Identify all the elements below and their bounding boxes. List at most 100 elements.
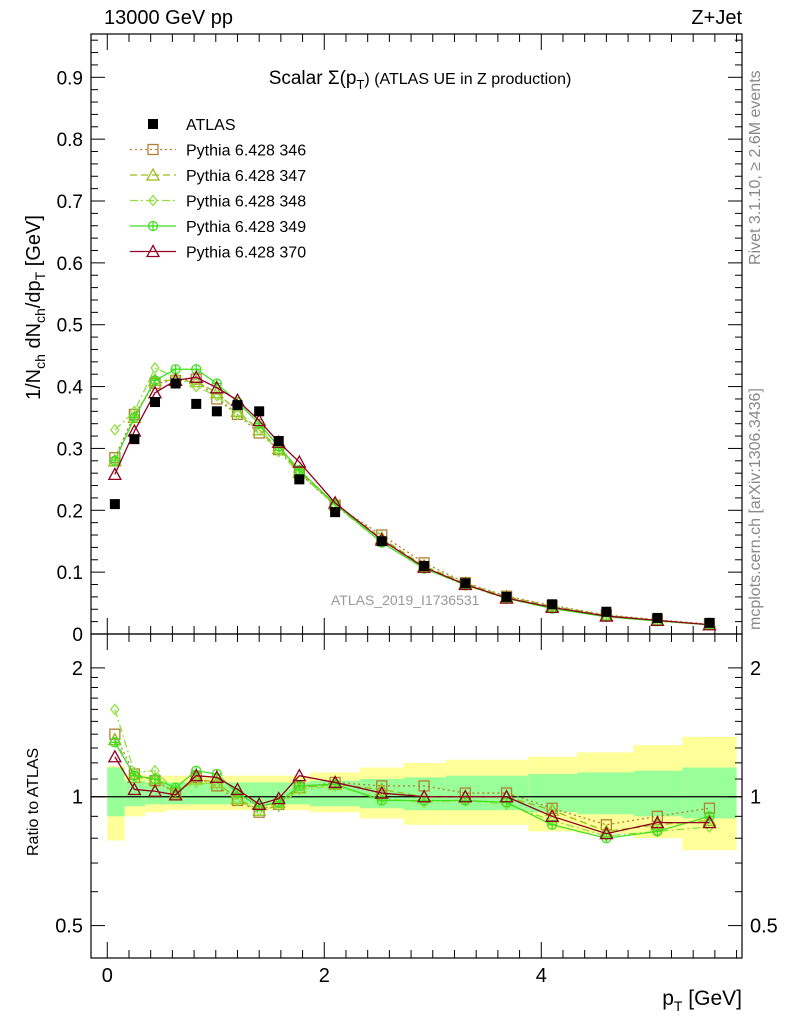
header-left: 13000 GeV pp <box>104 7 233 29</box>
ratio-point-pythia-6-428-349 <box>129 770 140 781</box>
ratio-point-pythia-6-428-346 <box>376 780 388 792</box>
main-point-atlas <box>419 560 430 571</box>
band-green <box>107 767 125 817</box>
main-ytick-label: 0.7 <box>57 192 83 213</box>
band-green <box>577 772 634 815</box>
ticks: 0 0.1 0.2 0.3 0.4 0.5 0.6 0.7 0.8 0.9 0 2 4 0.5 0.5 1 1 2… <box>55 34 778 987</box>
legend-marker-pythia-6-428-347 <box>145 167 161 181</box>
main-point-pythia-6-428-370 <box>107 467 122 481</box>
legend-marker-pythia-6-428-349 <box>147 220 159 232</box>
main-point-pythia-6-428-348 <box>212 389 222 402</box>
ratio-ylabel: Ratio to ATLAS <box>25 748 42 856</box>
band-green <box>145 782 166 805</box>
main-point-pythia-6-428-348 <box>254 423 265 436</box>
main-line-pythia-6-428-348 <box>114 367 710 626</box>
ratio-ytick-label-right: 0.5 <box>750 916 778 938</box>
chart-title: Scalar Σ(pT) (ATLAS UE in Z production) <box>269 68 572 92</box>
main-ytick-label: 0.1 <box>57 563 83 584</box>
x-axis-label: pT [GeV] <box>662 987 742 1014</box>
main-ylabel: 1/Nch dNch/dpT [GeV] <box>23 215 48 400</box>
rivet-label: Rivet 3.1.10, ≥ 2.6M events <box>747 70 764 265</box>
main-point-pythia-6-428-346 <box>211 393 223 405</box>
ratio-point-pythia-6-428-370 <box>458 789 473 803</box>
main-point-pythia-6-428-370 <box>292 454 307 468</box>
xtick-label: 0 <box>102 965 113 987</box>
legend-marker-pythia-6-428-348 <box>148 194 158 207</box>
main-point-pythia-6-428-370 <box>209 380 224 394</box>
ratio-point-pythia-6-428-370 <box>292 768 307 782</box>
xtick-label: 4 <box>536 965 547 987</box>
main-ytick-label: 0.8 <box>57 130 83 151</box>
ratio-point-pythia-6-428-349 <box>109 737 121 748</box>
ratio-point-pythia-6-428-349 <box>294 780 305 792</box>
main-point-pythia-6-428-370 <box>189 369 204 383</box>
ratio-point-pythia-6-428-370 <box>209 769 224 783</box>
main-point-pythia-6-428-349 <box>170 364 181 375</box>
ratio-point-pythia-6-428-370 <box>374 785 389 799</box>
main-point-pythia-6-428-348 <box>191 380 202 393</box>
main-point-pythia-6-428-347 <box>271 441 286 455</box>
main-point-atlas <box>330 507 341 518</box>
main-point-atlas <box>273 436 284 447</box>
ratio-point-pythia-6-428-370 <box>230 782 245 796</box>
main-point-atlas <box>601 606 612 617</box>
ratio-point-pythia-6-428-349 <box>418 795 430 806</box>
ratio-ytick-label-right: 1 <box>750 787 761 809</box>
ratio-ytick-label: 1 <box>72 787 83 809</box>
ratio-point-pythia-6-428-370 <box>650 815 665 829</box>
ratio-point-pythia-6-428-348 <box>273 800 284 813</box>
band-green <box>186 782 208 805</box>
ratio-point-pythia-6-428-370 <box>599 826 614 840</box>
header-right: Z+Jet <box>691 7 742 29</box>
ratio-point-pythia-6-428-370 <box>702 815 717 829</box>
main-ytick-label: 0.4 <box>57 378 84 399</box>
ratio-ytick-label: 0.5 <box>55 916 83 938</box>
main-point-pythia-6-428-349 <box>109 455 121 466</box>
main-point-atlas <box>376 536 387 547</box>
ratio-point-pythia-6-428-348 <box>110 703 120 716</box>
main-point-pythia-6-428-370 <box>252 413 267 427</box>
legend-label-pythia-6-428-346: Pythia 6.428 346 <box>186 143 306 160</box>
ratio-frame <box>90 633 743 959</box>
ratio-point-pythia-6-428-348 <box>704 820 715 833</box>
legend: ATLAS Pythia 6.428 346 Pythia 6.428 347 Pyt… <box>130 117 306 262</box>
main-point-pythia-6-428-347 <box>189 374 204 388</box>
main-point-atlas <box>129 434 140 445</box>
main-point-pythia-6-428-349 <box>129 412 140 423</box>
ratio-point-pythia-6-428-370 <box>147 783 163 797</box>
ratio-ytick-label: 2 <box>72 658 83 680</box>
legend-label-atlas: ATLAS <box>186 117 236 134</box>
ratio-point-pythia-6-428-370 <box>417 789 432 803</box>
main-point-pythia-6-428-347 <box>230 403 245 417</box>
main-ytick-label: 0.6 <box>57 254 83 275</box>
ratio-point-pythia-6-428-349 <box>501 797 512 808</box>
ratio-point-pythia-6-428-370 <box>127 782 142 796</box>
ratio-point-pythia-6-428-349 <box>460 795 471 806</box>
band-green <box>207 782 228 805</box>
main-point-atlas <box>547 599 558 610</box>
legend-marker-pythia-6-428-370 <box>145 244 161 258</box>
ratio-point-pythia-6-428-370 <box>328 775 343 789</box>
ratio-point-pythia-6-428-346 <box>651 810 664 822</box>
main-point-atlas <box>109 499 120 510</box>
main-point-pythia-6-428-348 <box>110 423 120 436</box>
ratio-point-pythia-6-428-370 <box>499 789 514 803</box>
main-line-pythia-6-428-347 <box>114 379 710 626</box>
main-point-atlas <box>652 612 663 623</box>
analysis-watermark: ATLAS_2019_I1736531 <box>331 592 480 608</box>
main-line-pythia-6-428-349 <box>114 368 710 626</box>
series-layer <box>107 361 717 844</box>
main-point-atlas <box>191 398 202 409</box>
main-ytick-label: 0 <box>72 625 83 646</box>
main-point-pythia-6-428-348 <box>150 361 160 375</box>
ratio-ytick-label-right: 2 <box>750 658 761 680</box>
main-ytick-label: 0.3 <box>57 439 83 460</box>
ratio-point-pythia-6-428-348 <box>254 804 265 817</box>
xtick-label: 2 <box>319 965 330 987</box>
ratio-point-pythia-6-428-370 <box>545 808 560 822</box>
main-line-pythia-6-428-346 <box>114 378 710 625</box>
ratio-point-pythia-6-428-348 <box>232 794 243 807</box>
frames <box>90 33 743 959</box>
main-point-atlas <box>254 406 265 417</box>
